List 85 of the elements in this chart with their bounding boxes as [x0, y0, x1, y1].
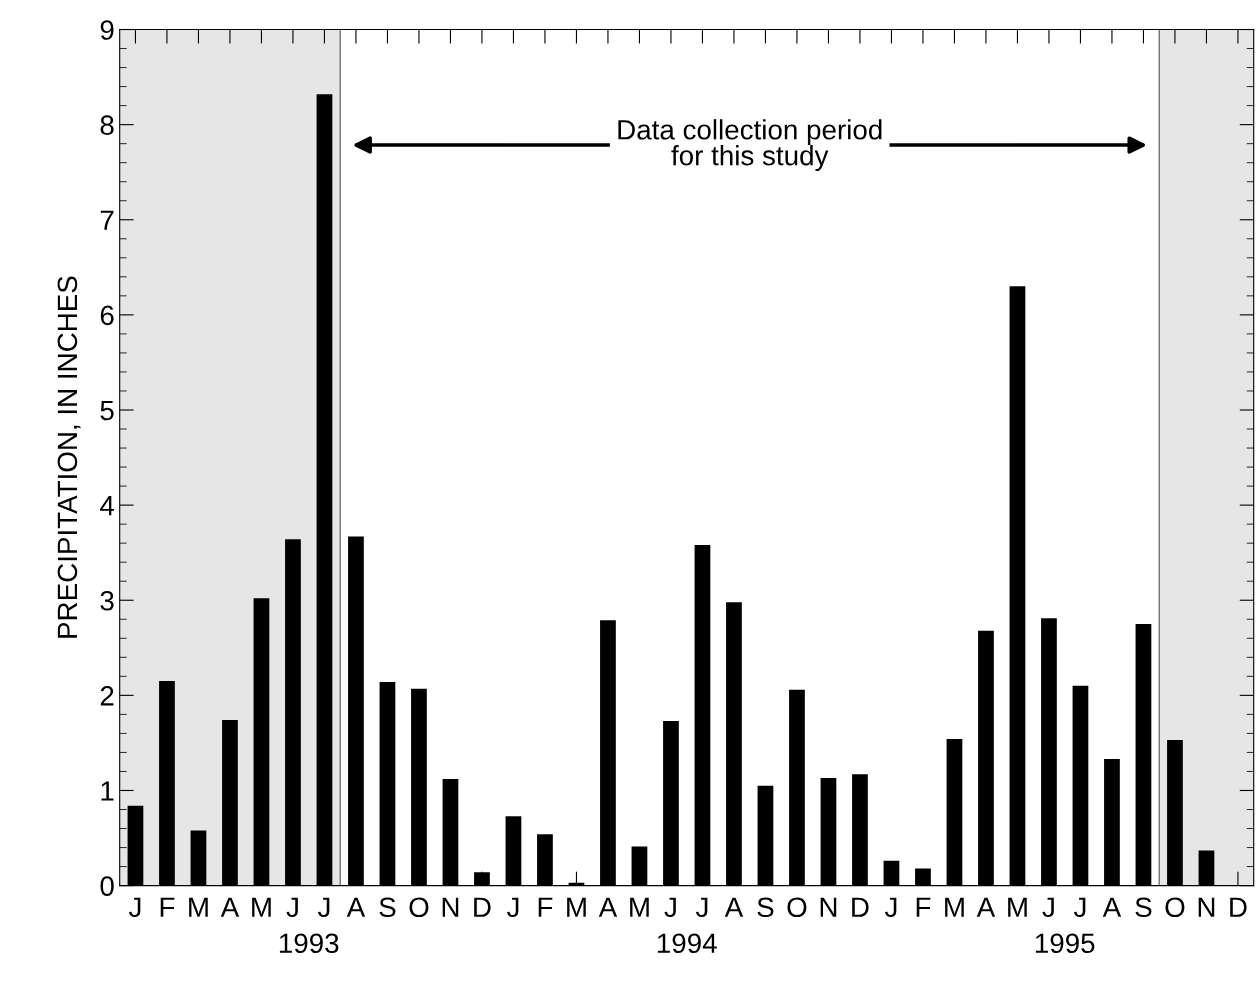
bar [159, 681, 175, 886]
annotation: Data collection period for this study [618, 119, 882, 171]
bar [474, 872, 490, 886]
bar [663, 721, 679, 886]
bar [915, 868, 931, 886]
bar [1009, 286, 1026, 886]
y-tick-label: 2 [100, 686, 114, 706]
x-tick-label: D [474, 897, 491, 917]
bar [505, 816, 522, 886]
bar [190, 830, 207, 886]
bar [600, 620, 616, 886]
bar [537, 834, 553, 886]
bar [631, 846, 648, 886]
y-tick-label: 7 [100, 210, 114, 230]
bar [883, 860, 900, 886]
text: 1993 [279, 933, 339, 954]
bar [789, 689, 805, 886]
bar [442, 779, 459, 886]
y-tick-label: 3 [100, 590, 114, 611]
y-tick-label: 1 [101, 781, 114, 801]
bar [852, 774, 868, 886]
x-tick-label: N [1198, 897, 1215, 917]
x-tick-label: J [1042, 897, 1054, 918]
x-tick-label: M [945, 897, 964, 917]
bar [127, 805, 144, 886]
x-tick-label: S [757, 897, 774, 918]
x-tick-label: N [820, 897, 837, 917]
x-tick-label: M [189, 897, 208, 917]
bar [978, 630, 994, 886]
x-tick-label: J [506, 897, 519, 918]
text: 1995 [1035, 933, 1095, 954]
x-tick-label: S [379, 897, 396, 918]
x-tick-label: J [664, 897, 676, 918]
y-tick-label: 8 [100, 115, 114, 135]
bar [222, 720, 238, 886]
bar [285, 539, 301, 886]
x-tick-label: O [787, 897, 807, 918]
x-tick-label: J [128, 897, 141, 918]
x-tick-label: S [1135, 897, 1152, 918]
x-tick-label: N [442, 897, 459, 917]
y-tick-label: 0 [100, 876, 114, 896]
y-tick-label: 6 [100, 305, 114, 326]
bar [379, 682, 396, 886]
x-tick-label: A [1102, 897, 1122, 917]
bar [1041, 618, 1057, 886]
bar [757, 785, 774, 886]
text: 1994 [657, 933, 717, 954]
x-tick-label: O [409, 897, 429, 918]
x-tick-label: F [538, 897, 553, 917]
x-tick-label: A [598, 897, 618, 917]
x-tick-label: F [916, 897, 931, 917]
x-tick-label: O [1165, 897, 1185, 918]
x-tick-label: J [317, 897, 330, 918]
x-tick-label: D [852, 897, 869, 917]
bar [411, 688, 427, 886]
bar [946, 739, 963, 886]
x-tick-label: A [976, 897, 996, 917]
bar [348, 536, 364, 886]
x-tick-label: M [1008, 897, 1027, 917]
x-tick-label: A [220, 897, 240, 917]
bar [726, 602, 742, 886]
bar [694, 545, 711, 886]
bar [253, 598, 270, 886]
x-tick-label: M [567, 897, 586, 917]
bar [316, 94, 333, 886]
y-tick-label: 4 [100, 496, 115, 516]
x-tick-label: M [630, 897, 649, 917]
x-tick-label: J [695, 897, 708, 918]
y-axis-title: PRECIPITATION, IN INCHES [57, 276, 81, 638]
x-tick-label: A [724, 897, 744, 917]
y-tick-label: 5 [100, 400, 114, 421]
x-tick-label: J [286, 897, 298, 918]
x-tick-label: A [346, 897, 366, 917]
x-tick-label: D [1230, 897, 1247, 917]
bar [1198, 850, 1215, 886]
x-tick-label: F [160, 897, 175, 917]
bar [820, 778, 837, 886]
y-tick-label: 9 [100, 20, 114, 40]
x-tick-label: M [252, 897, 271, 917]
x-tick-label: J [884, 897, 897, 918]
bar [1104, 759, 1120, 886]
bar [1135, 624, 1152, 886]
x-tick-label: J [1073, 897, 1086, 918]
bar [1072, 685, 1089, 886]
bar [1167, 740, 1183, 886]
